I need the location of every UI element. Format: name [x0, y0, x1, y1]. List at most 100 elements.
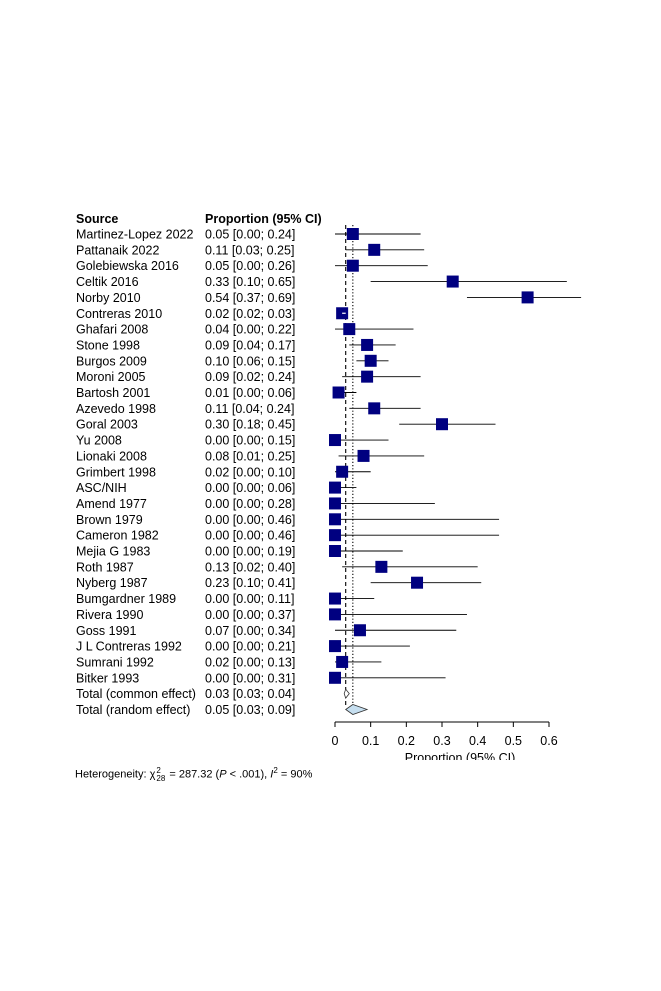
study-estimate: 0.05 [0.00; 0.26]	[205, 259, 295, 273]
study-label: Bitker 1993	[76, 671, 139, 685]
study-estimate: 0.11 [0.04; 0.24]	[205, 402, 294, 416]
study-marker	[329, 671, 341, 684]
study-label: Ghafari 2008	[76, 323, 148, 337]
study-estimate: 0.00 [0.00; 0.21]	[205, 640, 295, 654]
study-marker	[361, 370, 374, 383]
study-label: Azevedo 1998	[76, 402, 156, 416]
study-label: Goss 1991	[76, 624, 137, 638]
study-marker	[329, 481, 341, 494]
study-label: Mejia G 1983	[76, 545, 150, 559]
study-label: Cameron 1982	[76, 529, 159, 543]
forest-plot: Source Proportion (95% CI) Martinez-Lope…	[76, 212, 582, 760]
x-tick-label: 0.5	[505, 734, 522, 748]
pooled-label: Total (random effect)	[76, 703, 190, 717]
x-tick-label: 0.2	[398, 734, 415, 748]
study-estimate: 0.02 [0.02; 0.03]	[205, 307, 295, 321]
study-label: Brown 1979	[76, 513, 143, 527]
x-tick-label: 0.3	[433, 734, 450, 748]
study-marker	[343, 323, 356, 336]
study-estimate: 0.00 [0.00; 0.06]	[205, 481, 295, 495]
study-label: Burgos 2009	[76, 354, 147, 368]
study-marker	[329, 497, 341, 510]
study-estimate: 0.00 [0.00; 0.46]	[205, 513, 295, 527]
study-marker	[336, 465, 349, 478]
study-estimate: 0.00 [0.00; 0.46]	[205, 529, 295, 543]
study-estimate: 0.04 [0.00; 0.22]	[205, 323, 295, 337]
study-label: Rivera 1990	[76, 608, 143, 622]
study-marker	[368, 243, 381, 256]
study-label: Yu 2008	[76, 434, 122, 448]
study-marker	[357, 449, 370, 462]
study-marker	[329, 608, 341, 621]
study-estimate: 0.23 [0.10; 0.41]	[205, 576, 295, 590]
chi-superscript: 2	[156, 765, 161, 775]
heterogeneity-prefix: Heterogeneity:	[75, 768, 150, 781]
study-estimate: 0.11 [0.03; 0.25]	[205, 243, 294, 257]
study-marker	[346, 228, 359, 240]
study-label: Pattanaik 2022	[76, 243, 159, 257]
i-squared-text: = 90%	[277, 768, 313, 781]
study-label: Norby 2010	[76, 291, 141, 305]
header-source: Source	[76, 212, 118, 226]
study-estimate: 0.10 [0.06; 0.15]	[205, 354, 295, 368]
study-label: Martinez-Lopez 2022	[76, 228, 193, 242]
study-estimate: 0.00 [0.00; 0.19]	[205, 545, 295, 559]
study-estimate: 0.00 [0.00; 0.37]	[205, 608, 295, 622]
study-marker	[329, 513, 341, 526]
study-marker	[353, 624, 366, 637]
pooled-estimate: 0.03 [0.03; 0.04]	[205, 687, 295, 701]
study-label: Grimbert 1998	[76, 465, 156, 479]
study-estimate: 0.05 [0.00; 0.24]	[205, 228, 295, 242]
study-marker	[368, 402, 381, 415]
study-estimate: 0.01 [0.00; 0.06]	[205, 386, 295, 400]
study-label: Contreras 2010	[76, 307, 162, 321]
study-estimate: 0.00 [0.00; 0.15]	[205, 434, 295, 448]
study-estimate: 0.33 [0.10; 0.65]	[205, 275, 295, 289]
study-marker	[329, 592, 341, 605]
p-value-text: < .001),	[226, 768, 271, 781]
pooled-label: Total (common effect)	[76, 687, 196, 701]
x-tick-label: 0.6	[540, 734, 557, 748]
study-estimate: 0.54 [0.37; 0.69]	[205, 291, 295, 305]
study-estimate: 0.00 [0.00; 0.11]	[205, 592, 294, 606]
study-label: Amend 1977	[76, 497, 147, 511]
study-marker	[346, 259, 359, 272]
header-estimate: Proportion (95% CI)	[205, 212, 322, 226]
study-marker	[336, 655, 349, 668]
x-tick-label: 0	[332, 734, 339, 748]
study-marker	[332, 386, 345, 399]
chi-symbol: χ	[149, 768, 156, 781]
chi-statistic: = 287.32 (	[166, 768, 220, 781]
study-marker	[411, 576, 424, 589]
x-axis-label: Proportion (95% CI)	[405, 751, 515, 760]
study-marker	[329, 545, 341, 557]
study-label: Sumrani 1992	[76, 655, 154, 669]
study-estimate: 0.07 [0.00; 0.34]	[205, 624, 295, 638]
study-estimate: 0.09 [0.02; 0.24]	[205, 370, 295, 384]
study-label: Lionaki 2008	[76, 449, 147, 463]
x-tick-label: 0.4	[469, 734, 486, 748]
i-symbol: I	[270, 768, 274, 781]
study-marker	[364, 354, 377, 367]
study-estimate: 0.02 [0.00; 0.13]	[205, 655, 295, 669]
study-label: Golebiewska 2016	[76, 259, 179, 273]
study-label: Stone 1998	[76, 338, 140, 352]
pooled-diamond	[343, 688, 350, 699]
study-marker	[375, 560, 388, 573]
study-marker	[446, 275, 459, 288]
study-estimate: 0.00 [0.00; 0.28]	[205, 497, 295, 511]
study-label: Bumgardner 1989	[76, 592, 176, 606]
study-label: Moroni 2005	[76, 370, 146, 384]
study-estimate: 0.00 [0.00; 0.31]	[205, 671, 295, 685]
study-label: Nyberg 1987	[76, 576, 148, 590]
study-label: Roth 1987	[76, 560, 134, 574]
study-marker	[436, 418, 448, 431]
study-estimate: 0.08 [0.01; 0.25]	[205, 449, 295, 463]
chi-subscript: 28	[156, 773, 166, 783]
study-label: Goral 2003	[76, 418, 138, 432]
p-symbol: P	[219, 768, 227, 781]
study-marker	[329, 640, 341, 653]
study-marker	[329, 529, 341, 542]
study-marker	[361, 338, 374, 351]
pooled-estimate: 0.05 [0.03; 0.09]	[205, 703, 295, 717]
